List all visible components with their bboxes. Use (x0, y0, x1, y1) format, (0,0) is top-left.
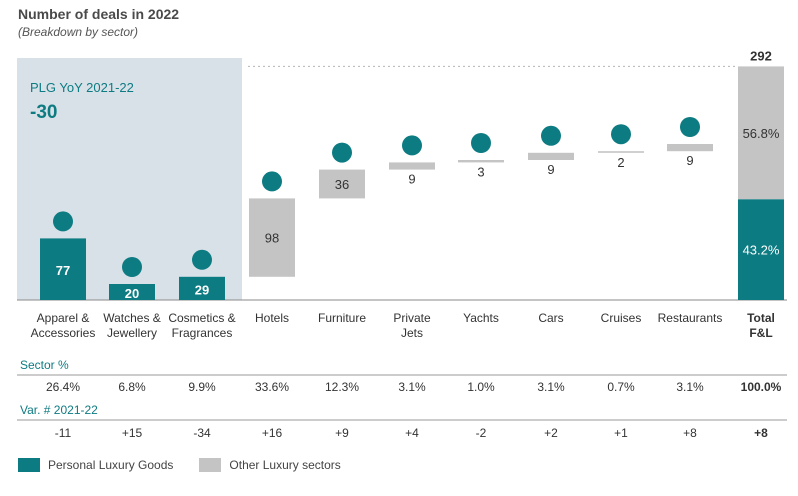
data-label-7: 9 (547, 162, 554, 177)
sofa-icon (332, 142, 352, 163)
data-label-5: 9 (408, 172, 415, 187)
legend-item-other: Other Luxury sectors (199, 458, 341, 472)
sector-pct-cell-3: 33.6% (255, 380, 289, 394)
bar-3 (249, 198, 295, 277)
legend-label-plg: Personal Luxury Goods (48, 458, 174, 472)
chart-subtitle: (Breakdown by sector) (18, 25, 139, 39)
bar-total-plg (738, 199, 784, 300)
data-label-8: 2 (617, 155, 624, 170)
var-cell-8: +1 (614, 426, 628, 440)
ship-icon (611, 124, 631, 145)
legend-swatch-plg (18, 458, 40, 472)
hotel-icon (262, 171, 282, 192)
sector-pct-cell-2: 9.9% (188, 380, 216, 394)
data-label-6: 3 (477, 164, 484, 179)
data-label-total: 292 (750, 48, 772, 63)
sector-pct-heading: Sector % (20, 358, 69, 372)
var-cell-7: +2 (544, 426, 558, 440)
sector-pct-cell-8: 0.7% (607, 380, 635, 394)
tie-icon (53, 211, 73, 232)
sector-pct-cell-5: 3.1% (398, 380, 426, 394)
tick-label-4: Furniture (318, 311, 366, 325)
var-cell-2: -34 (193, 426, 211, 440)
data-label-total-plg: 43.2% (743, 243, 780, 258)
tick-label-10: Total F&L (747, 311, 775, 340)
tick-label-3: Hotels (255, 311, 289, 325)
panel-title: PLG YoY 2021-22 (30, 80, 134, 95)
chart-title: Number of deals in 2022 (18, 6, 180, 22)
sector-pct-cell-6: 1.0% (467, 380, 495, 394)
var-cell-4: +9 (335, 426, 349, 440)
data-label-total-other: 56.8% (743, 126, 780, 141)
data-label-4: 36 (335, 177, 349, 192)
data-label-1: 20 (125, 286, 139, 301)
bar-8 (598, 151, 644, 153)
flask-icon (192, 249, 212, 270)
tick-label-9: Restaurants (658, 311, 723, 325)
legend-swatch-other (199, 458, 222, 472)
var-cell-1: +15 (122, 426, 143, 440)
tick-label-0: Apparel & Accessories (31, 311, 96, 340)
var-cell-0: -11 (55, 426, 72, 440)
bar-5 (389, 162, 435, 170)
sector-pct-cell-0: 26.4% (46, 380, 80, 394)
sector-pct-cell-9: 3.1% (676, 380, 704, 394)
bar-1 (109, 284, 155, 300)
tick-label-8: Cruises (601, 311, 642, 325)
tick-label-7: Cars (538, 311, 563, 325)
bar-0 (40, 238, 86, 300)
diamond-icon (122, 257, 142, 277)
data-label-3: 98 (265, 231, 279, 246)
bar-2 (179, 276, 225, 300)
var-cell-9: +8 (683, 426, 697, 440)
tick-label-2: Cosmetics & Fragrances (168, 311, 235, 340)
var-cell-3: +16 (262, 426, 283, 440)
legend-item-plg: Personal Luxury Goods (18, 458, 173, 472)
sector-pct-cell-1: 6.8% (118, 380, 146, 394)
cutlery-icon (680, 117, 700, 137)
bar-4 (319, 169, 365, 199)
tick-label-6: Yachts (463, 311, 499, 325)
sailboat-icon (471, 133, 491, 153)
panel-value: -30 (30, 102, 57, 123)
data-label-2: 29 (195, 282, 209, 297)
legend-label-other: Other Luxury sectors (229, 458, 341, 472)
tick-label-1: Watches & Jewellery (103, 311, 161, 340)
car-icon (541, 125, 561, 146)
var-heading: Var. # 2021-22 (20, 403, 98, 417)
bar-total-other (738, 66, 784, 200)
var-cell-10: +8 (754, 426, 768, 440)
legend: Personal Luxury Goods Other Luxury secto… (18, 458, 367, 472)
bar-7 (528, 152, 574, 160)
data-label-9: 9 (686, 153, 693, 168)
var-cell-5: +4 (405, 426, 419, 440)
sector-pct-cell-4: 12.3% (325, 380, 359, 394)
bar-6 (458, 160, 504, 163)
bar-9 (667, 144, 713, 152)
tick-label-5: Private Jets (393, 311, 431, 340)
sector-pct-cell-10: 100.0% (741, 380, 782, 394)
plane-icon (402, 135, 422, 156)
data-label-0: 77 (56, 263, 70, 278)
sector-pct-cell-7: 3.1% (537, 380, 565, 394)
var-cell-6: -2 (476, 426, 487, 440)
